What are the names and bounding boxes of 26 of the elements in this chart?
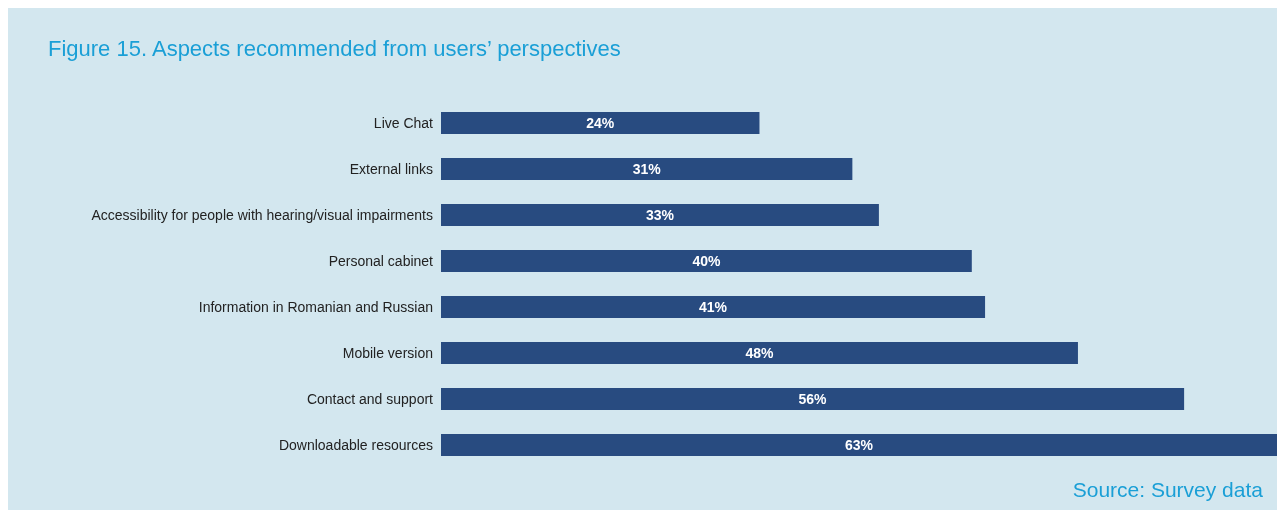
data-label: 41%	[699, 299, 728, 315]
bar	[441, 388, 1185, 410]
y-tick-label: Accessibility for people with hearing/visual impairments	[91, 206, 433, 223]
data-label: 48%	[745, 345, 775, 361]
bar	[441, 250, 972, 272]
y-tick-label: Personal cabinet	[328, 252, 434, 269]
y-tick-label: Information in Romanian and Russian	[198, 298, 433, 315]
data-label: 56%	[798, 391, 828, 407]
data-label: 33%	[645, 207, 675, 223]
bar	[441, 204, 879, 226]
source-note: Source: Survey data	[1072, 478, 1263, 502]
y-tick-label: Contact and support	[306, 390, 434, 407]
data-label: 63%	[844, 437, 874, 453]
bar	[441, 342, 1078, 364]
data-label: 31%	[632, 161, 662, 177]
bar	[441, 158, 853, 180]
data-label: 40%	[692, 253, 721, 269]
y-tick-label: Downloadable resources	[278, 436, 433, 453]
bar	[441, 434, 1277, 456]
y-tick-label: Mobile version	[342, 344, 433, 361]
data-label: 24%	[586, 115, 615, 131]
y-tick-label: Live Chat	[373, 114, 434, 131]
chart-title: Figure 15. Aspects recommended from users’ perspectives	[48, 36, 621, 62]
bar	[441, 112, 760, 134]
bar	[441, 296, 986, 318]
y-tick-label: External links	[349, 160, 433, 177]
